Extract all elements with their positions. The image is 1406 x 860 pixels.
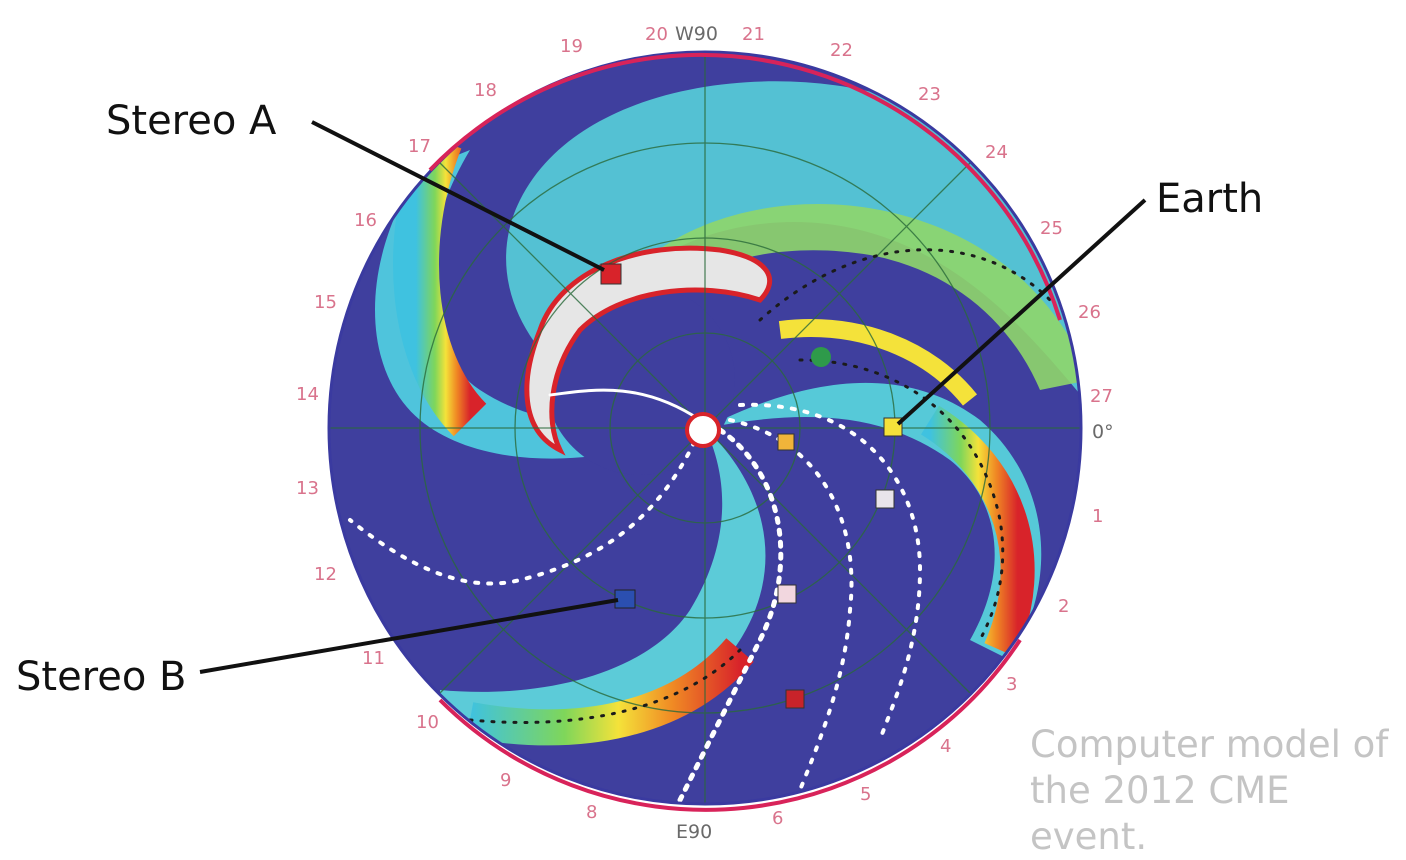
marker-white-2 <box>777 584 797 604</box>
marker-red-lower <box>785 689 805 709</box>
tick-label: 24 <box>985 142 1008 163</box>
sun-marker <box>685 412 721 448</box>
stereo-b-label: Stereo B <box>16 654 187 700</box>
tick-label: 14 <box>296 384 319 405</box>
tick-label: 19 <box>560 36 583 57</box>
tick-label: 12 <box>314 564 337 585</box>
tick-label: 9 <box>500 770 511 791</box>
tick-label: 5 <box>860 784 871 805</box>
spiral-arm-upper <box>506 81 1081 430</box>
solar-wind-disk <box>327 50 1083 812</box>
tick-label: 23 <box>918 84 941 105</box>
marker-green <box>811 347 831 367</box>
stereo-b-pointer <box>199 598 619 674</box>
tick-label: 4 <box>940 736 951 757</box>
cme-front <box>524 245 772 456</box>
stereo-a-pointer <box>311 120 605 272</box>
caption-line-1: Computer model of <box>1030 723 1389 766</box>
tick-label: 13 <box>296 478 319 499</box>
axis-label-bottom: E90 <box>676 821 712 843</box>
tick-label: 25 <box>1040 218 1063 239</box>
spiral-arm-lower <box>440 428 766 736</box>
tick-label: 11 <box>362 648 385 669</box>
tick-label: 26 <box>1078 302 1101 323</box>
tick-label: 8 <box>586 802 597 823</box>
tick-label: 2 <box>1058 596 1069 617</box>
stereo-b-marker <box>614 589 636 609</box>
tick-label: 27 <box>1090 386 1113 407</box>
caption-line-2: the 2012 CME event. <box>1030 769 1290 858</box>
tick-label: 18 <box>474 80 497 101</box>
stereo-a-label: Stereo A <box>106 98 277 144</box>
tick-label: 22 <box>830 40 853 61</box>
rim-tick-labels: 19 20 21 22 23 24 25 26 27 1 2 3 4 5 6 8… <box>296 24 1113 829</box>
earth-label: Earth <box>1156 176 1263 222</box>
tick-label: 20 <box>645 24 668 45</box>
axis-label-right: 0° <box>1092 421 1114 443</box>
tick-label: 10 <box>416 712 439 733</box>
tick-label: 15 <box>314 292 337 313</box>
caption: Computer model of the 2012 CME event. <box>1030 722 1402 860</box>
axis-label-top: W90 <box>675 23 718 45</box>
tick-label: 16 <box>354 210 377 231</box>
tick-label: 3 <box>1006 674 1017 695</box>
tick-label: 1 <box>1092 506 1103 527</box>
tick-label: 21 <box>742 24 765 45</box>
tick-label: 6 <box>772 808 783 829</box>
stereo-a-marker <box>600 263 622 285</box>
tick-label: 17 <box>408 136 431 157</box>
earth-pointer <box>896 198 1147 426</box>
marker-white-1 <box>875 489 895 509</box>
marker-orange <box>777 433 795 451</box>
